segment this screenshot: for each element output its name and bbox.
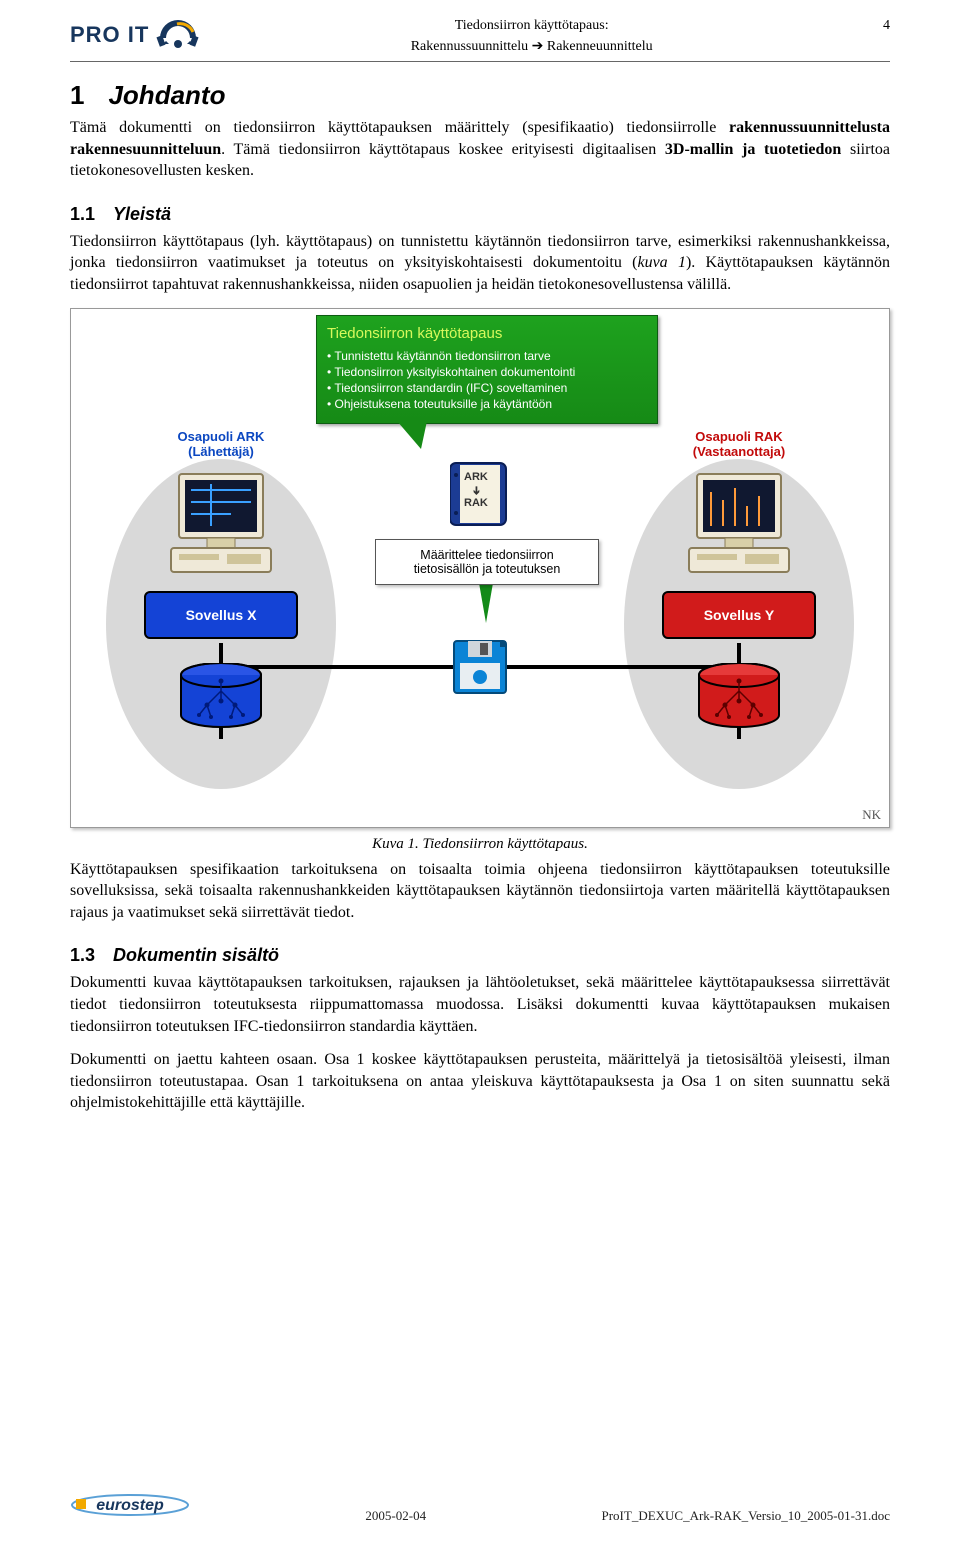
heading-1-1: 1.1 Yleistä	[70, 204, 890, 225]
page-header: PRO IT Tiedonsiirron käyttötapaus: Rake	[70, 0, 890, 55]
station-left: Osapuoli ARK (Lähettäjä) Sovellus X	[91, 429, 351, 738]
heading-1-number: 1	[70, 80, 84, 110]
definition-box: Määrittelee tiedonsiirron tietosisällön …	[375, 539, 599, 585]
monitor-icon	[609, 470, 869, 585]
callout-title: Tiedonsiirron käyttötapaus	[327, 324, 647, 344]
footer-date: 2005-02-04	[365, 1508, 426, 1524]
logo-text: PRO IT	[70, 22, 149, 48]
header-line2-right: Rakenneuunnittelu	[547, 39, 653, 54]
callout-item: • Tunnistettu käytännön tiedonsiirron ta…	[327, 348, 647, 364]
paragraph-5: Dokumentti on jaettu kahteen osaan. Osa …	[70, 1049, 890, 1114]
app-box-left: Sovellus X	[144, 591, 298, 639]
book-label-bottom: RAK	[464, 497, 488, 509]
callout-box: Tiedonsiirron käyttötapaus • Tunnistettu…	[316, 315, 658, 424]
heading-1: 1 Johdanto	[70, 80, 890, 111]
left-party-label: Osapuoli ARK (Lähettäjä)	[91, 429, 351, 460]
callout-item: • Tiedonsiirron standardin (IFC) sovelta…	[327, 380, 647, 396]
heading-1-3: 1.3 Dokumentin sisältö	[70, 945, 890, 966]
callout-item: • Tiedonsiirron yksityiskohtainen dokume…	[327, 364, 647, 380]
svg-text:eurostep: eurostep	[96, 1497, 164, 1514]
app-box-right: Sovellus Y	[662, 591, 816, 639]
figure-1-diagram: Tiedonsiirron käyttötapaus • Tunnistettu…	[70, 308, 890, 828]
paragraph-1: Tämä dokumentti on tiedonsiirron käyttöt…	[70, 117, 890, 182]
arrow-down-icon	[479, 583, 493, 623]
header-line2: Rakennussuunnittelu ➔ Rakenneuunnittelu	[203, 38, 860, 55]
book-icon: ARK ➔ RAK	[450, 459, 510, 534]
database-icon	[609, 663, 869, 738]
right-party-label: Osapuoli RAK (Vastaanottaja)	[609, 429, 869, 460]
callout-item: • Ohjeistuksena toteutuksille ja käytänt…	[327, 396, 647, 412]
heading-1-3-number: 1.3	[70, 945, 95, 965]
station-right: Osapuoli RAK (Vastaanottaja) Sovellus Y	[609, 429, 869, 738]
database-icon	[91, 663, 351, 738]
book-label-top: ARK	[464, 471, 488, 483]
monitor-icon	[91, 470, 351, 585]
footer-logo: eurostep	[70, 1491, 190, 1524]
heading-1-1-number: 1.1	[70, 204, 95, 224]
header-divider	[70, 61, 890, 62]
arrow-right-icon: ➔	[532, 39, 544, 54]
paragraph-3: Käyttötapauksen spesifikaation tarkoituk…	[70, 859, 890, 924]
heading-1-3-title: Dokumentin sisältö	[113, 945, 279, 965]
logo: PRO IT	[70, 18, 203, 52]
diagram-signature: NK	[862, 807, 881, 823]
paragraph-2: Tiedonsiirron käyttötapaus (lyh. käyttöt…	[70, 231, 890, 296]
floppy-disk-icon	[450, 637, 510, 702]
footer-filename: ProIT_DEXUC_Ark-RAK_Versio_10_2005-01-31…	[601, 1508, 890, 1524]
page-number: 4	[860, 18, 890, 34]
heading-1-title: Johdanto	[108, 80, 225, 110]
figure-caption: Kuva 1. Tiedonsiirron käyttötapaus.	[70, 836, 890, 853]
heading-1-1-title: Yleistä	[113, 204, 171, 224]
header-line2-left: Rakennussuunnittelu	[411, 39, 528, 54]
header-titles: Tiedonsiirron käyttötapaus: Rakennussuun…	[203, 18, 860, 55]
paragraph-4: Dokumentti kuvaa käyttötapauksen tarkoit…	[70, 972, 890, 1037]
logo-icon	[155, 18, 203, 52]
arrow-down-icon: ➔	[469, 486, 482, 495]
page-footer: eurostep 2005-02-04 ProIT_DEXUC_Ark-RAK_…	[70, 1491, 890, 1524]
header-line1: Tiedonsiirron käyttötapaus:	[203, 18, 860, 34]
